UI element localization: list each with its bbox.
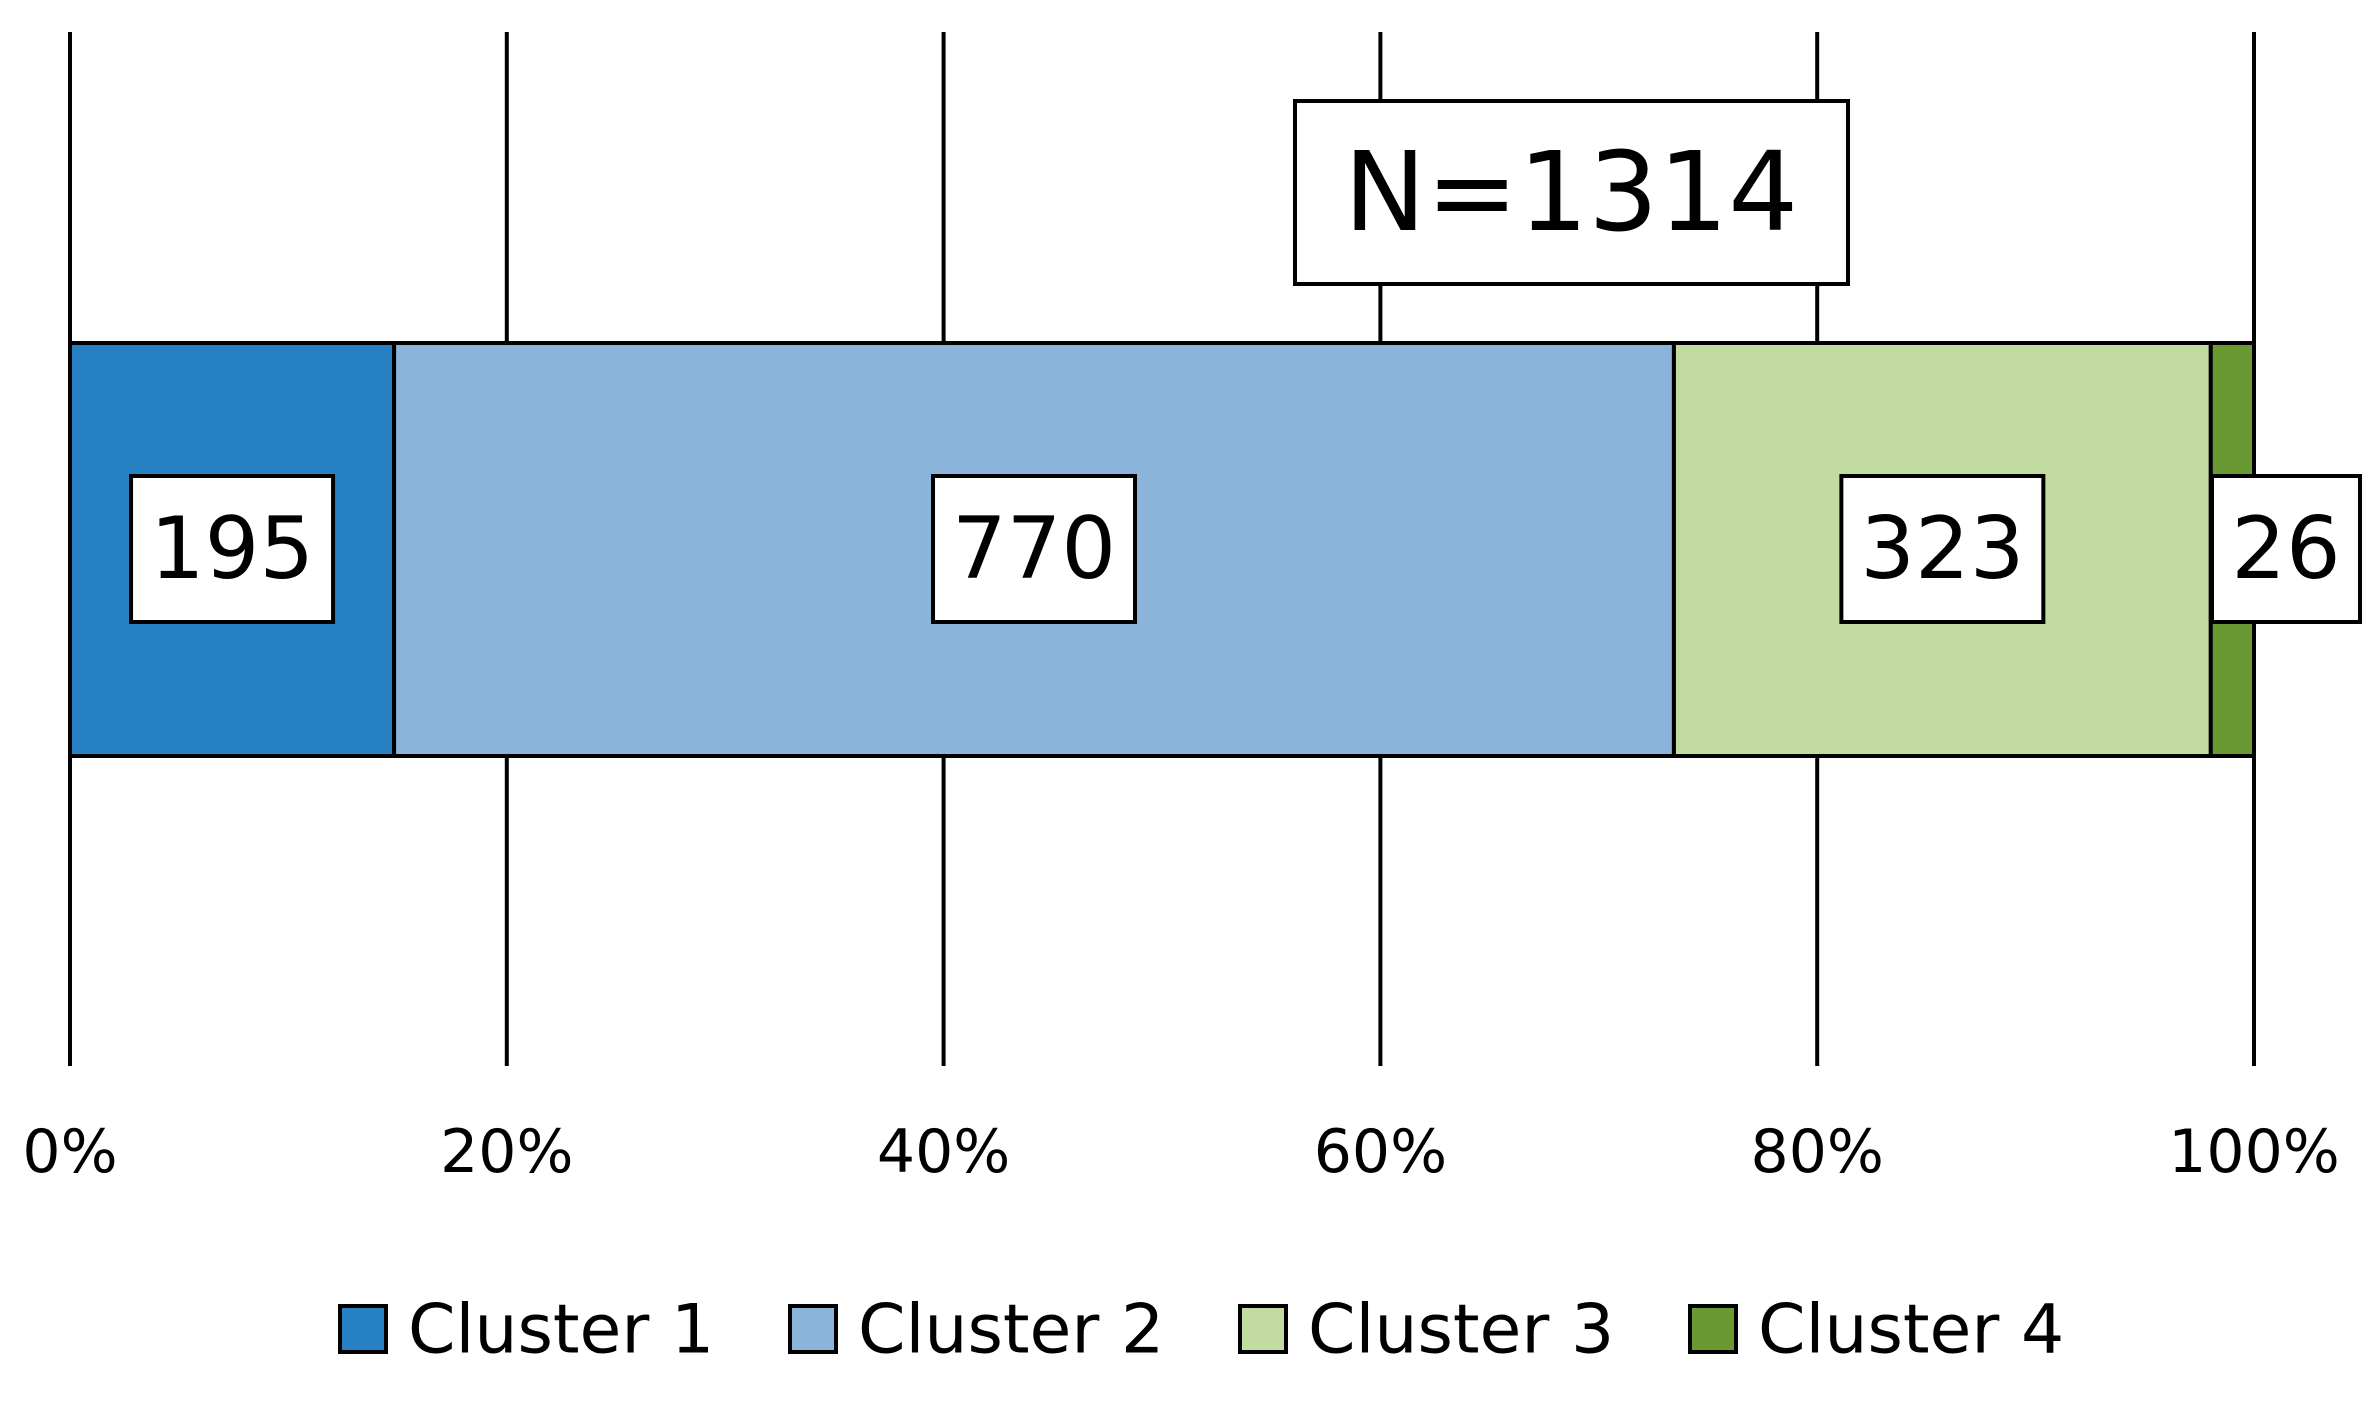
- bar-segment-1: [68, 341, 397, 758]
- legend-item-3: Cluster 3: [1238, 1291, 1614, 1370]
- x-tick-label: 40%: [877, 1117, 1010, 1187]
- data-label-box: [931, 474, 1138, 624]
- data-label-text: 770: [952, 499, 1116, 599]
- data-label-box: [129, 474, 336, 624]
- x-axis-ticks: 0% 20% 40% 60% 80% 100%: [22, 1117, 2339, 1187]
- x-tick-label: 20%: [440, 1117, 573, 1187]
- annotation-label: N=1314: [1344, 128, 1798, 256]
- data-label-box: [2210, 474, 2362, 624]
- x-tick-label: 100%: [2168, 1117, 2340, 1187]
- data-label-2: 770: [931, 474, 1138, 624]
- legend-item-4: Cluster 4: [1688, 1291, 2064, 1370]
- x-tick-label: 80%: [1751, 1117, 1884, 1187]
- data-label-1: 195: [129, 474, 336, 624]
- legend-swatch: [338, 1304, 388, 1354]
- data-label-text: 26: [2231, 499, 2340, 599]
- data-labels: 195 770 323 26: [129, 474, 2362, 624]
- legend-label: Cluster 2: [858, 1291, 1164, 1370]
- legend-label: Cluster 4: [1758, 1291, 2064, 1370]
- legend-label: Cluster 1: [408, 1291, 714, 1370]
- x-tick-label: 60%: [1314, 1117, 1447, 1187]
- legend-item-1: Cluster 1: [338, 1291, 714, 1370]
- legend-label: Cluster 3: [1308, 1291, 1614, 1370]
- legend-swatch: [788, 1304, 838, 1354]
- data-label-box: [1839, 474, 2046, 624]
- legend-swatch: [1688, 1304, 1738, 1354]
- annotation-box: N=1314: [1293, 99, 1850, 286]
- legend-swatch: [1238, 1304, 1288, 1354]
- data-label-4: 26: [2210, 474, 2362, 624]
- legend-item-2: Cluster 2: [788, 1291, 1164, 1370]
- data-label-text: 195: [150, 499, 314, 599]
- x-tick-label: 0%: [22, 1117, 117, 1187]
- data-label-3: 323: [1839, 474, 2046, 624]
- data-label-text: 323: [1860, 499, 2024, 599]
- legend: Cluster 1 Cluster 2 Cluster 3 Cluster 4: [338, 1291, 2064, 1370]
